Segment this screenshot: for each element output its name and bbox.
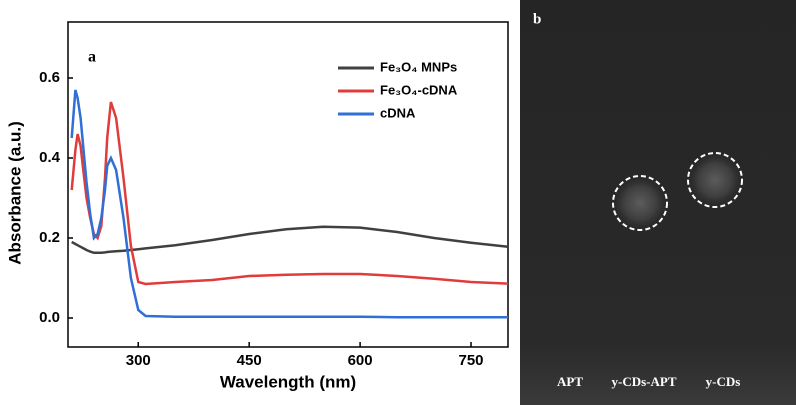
y-tick-label: 0.6: [39, 69, 60, 86]
panel-label: a: [88, 49, 96, 66]
legend-label: Fe₃O₄ MNPs: [380, 59, 457, 74]
plot-frame: [67, 21, 509, 348]
x-tick-label: 600: [348, 352, 373, 369]
legend-label: Fe₃O₄-cDNA: [380, 82, 458, 97]
x-tick-label: 750: [459, 352, 484, 369]
x-axis-label: Wavelength (nm): [220, 372, 356, 391]
y-tick-label: 0.0: [39, 309, 60, 326]
legend-label: cDNA: [380, 105, 416, 120]
lane-label: y-CDs-APT: [612, 374, 677, 389]
y-tick-label: 0.4: [39, 149, 61, 166]
image-panel: b APT y-CDs-APT y-CDs: [520, 0, 796, 405]
series-line: [70, 101, 509, 286]
series-line: [71, 225, 509, 255]
y-tick-label: 0.2: [39, 229, 60, 246]
y-axis-label: Absorbance (a.u.): [5, 121, 24, 265]
lane-label: APT: [557, 374, 583, 389]
dashed-circle: [687, 152, 743, 208]
spot: [612, 175, 668, 231]
panel-label: b: [533, 11, 541, 27]
x-tick-label: 300: [126, 352, 151, 369]
dashed-circle: [612, 175, 668, 231]
lane-label: y-CDs: [706, 374, 741, 389]
series-line: [70, 89, 508, 319]
spot: [687, 152, 743, 208]
x-tick-label: 450: [237, 352, 262, 369]
